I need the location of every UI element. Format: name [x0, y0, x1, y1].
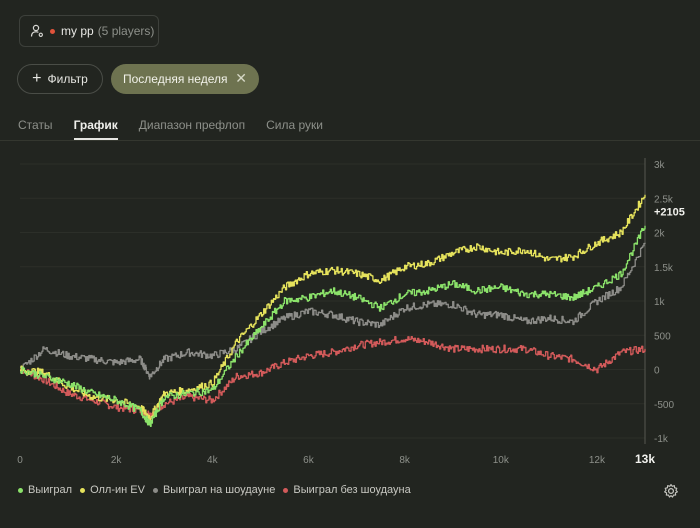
legend-label: Выиграл без шоудауна	[293, 484, 411, 496]
y-tick-label: 1.5k	[654, 263, 674, 274]
series-won-line	[20, 225, 646, 428]
series-showdown-line	[20, 242, 646, 380]
legend-label: Выиграл	[28, 484, 73, 496]
y-tick-label: 3k	[654, 160, 666, 171]
y-tick-label: 500	[654, 331, 671, 342]
y-tick-label: 1k	[654, 297, 666, 308]
filter-label: Фильтр	[47, 72, 88, 86]
legend-item[interactable]: Выиграл без шоудауна	[283, 484, 411, 496]
winnings-chart: 3k 2.5k 2k 1.5k 1k 500 0 -500 -1k 0 2k 4k 6k 8k 10k 12k…	[17, 158, 685, 466]
y-tick-label: 0	[654, 366, 660, 377]
final-value-label: +2105	[654, 207, 685, 219]
date-filter-chip[interactable]: Последняя неделя ✕	[111, 64, 259, 94]
tab-divider	[0, 140, 700, 141]
legend-item[interactable]: Олл-ин EV	[80, 484, 145, 496]
chart-legend: Выиграл Олл-ин EV Выиграл на шоудауне Выигр…	[18, 484, 419, 496]
chip-label: Последняя неделя	[123, 72, 228, 86]
y-tick-label: 2.5k	[654, 194, 674, 205]
legend-item[interactable]: Выиграл на шоудауне	[152, 484, 276, 496]
filter-button[interactable]: + Фильтр	[17, 64, 103, 94]
legend-item[interactable]: Выиграл	[18, 484, 72, 496]
gear-icon[interactable]	[663, 483, 679, 499]
tab-preflop-range[interactable]: Диапазон префлоп	[138, 118, 246, 132]
user-cog-icon	[30, 24, 43, 37]
status-dot	[50, 28, 55, 34]
player-selector[interactable]: my pp (5 players)	[19, 15, 159, 47]
tab-bar: Статы График Диапазон префлоп Сила руки	[18, 118, 344, 140]
x-tick-label: 13k	[635, 452, 655, 466]
close-icon[interactable]: ✕	[235, 70, 247, 86]
player-name: my pp	[61, 24, 94, 38]
x-tick-label: 4k	[207, 455, 219, 466]
plus-icon: +	[32, 70, 42, 87]
legend-label: Выиграл на шоудауне	[162, 484, 276, 496]
legend-color-dot	[283, 487, 289, 493]
tab-graph[interactable]: График	[73, 118, 119, 140]
x-tick-label: 10k	[493, 455, 510, 466]
player-count: (5 players)	[97, 24, 155, 38]
y-tick-label: -1k	[654, 434, 669, 445]
legend-color-dot	[152, 487, 158, 493]
legend-label: Олл-ин EV	[90, 484, 145, 496]
x-tick-label: 0	[17, 455, 23, 466]
y-tick-label: -500	[654, 400, 674, 411]
series-non-showdown-line	[20, 336, 646, 419]
legend-color-dot	[18, 487, 23, 493]
y-tick-label: 2k	[654, 229, 666, 240]
x-tick-label: 2k	[111, 455, 123, 466]
tab-stats[interactable]: Статы	[18, 118, 53, 132]
legend-color-dot	[80, 487, 86, 493]
x-tick-label: 12k	[589, 455, 606, 466]
tab-hand-strength[interactable]: Сила руки	[266, 118, 323, 132]
series-allin-ev-line	[20, 194, 646, 421]
x-tick-label: 6k	[303, 455, 315, 466]
x-tick-label: 8k	[399, 455, 411, 466]
